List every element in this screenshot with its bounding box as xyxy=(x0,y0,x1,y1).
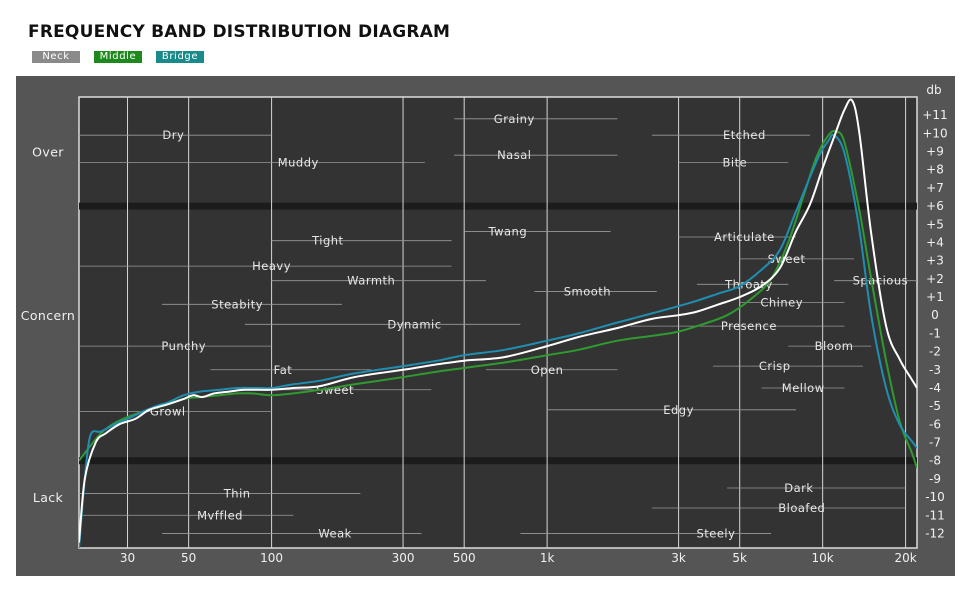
annotation-label: Chiney xyxy=(760,295,803,309)
y-tick-label: -2 xyxy=(929,345,941,359)
y-tick-label: +6 xyxy=(926,199,944,213)
annotation-label: Crisp xyxy=(759,359,791,373)
y-tick-label: -3 xyxy=(929,363,941,377)
x-tick-label: 1k xyxy=(540,551,555,565)
y-tick-label: -5 xyxy=(929,399,941,413)
y-tick-label: -6 xyxy=(929,417,941,431)
annotation-label: Steely xyxy=(696,526,735,540)
annotation-label: Mvffled xyxy=(197,508,243,522)
chart-title: FREQUENCY BAND DISTRIBUTION DIAGRAM xyxy=(28,22,451,42)
x-tick-label: 500 xyxy=(453,551,476,565)
annotation-label: Punchy xyxy=(161,339,206,353)
legend-neck: Neck xyxy=(32,51,80,63)
annotation-label: Bloom xyxy=(815,339,854,353)
y-tick-label: +11 xyxy=(922,108,947,122)
x-tick-label: 20k xyxy=(894,551,916,565)
y-tick-label: -12 xyxy=(925,526,945,540)
annotation-label: Fat xyxy=(274,363,293,377)
y-tick-label: -4 xyxy=(929,381,941,395)
annotation-label: Mellow xyxy=(782,381,825,395)
band-separator xyxy=(79,457,917,465)
y-tick-label: -10 xyxy=(925,490,945,504)
annotation-label: Tight xyxy=(311,234,343,248)
annotation-label: Nasal xyxy=(497,148,531,162)
chart-panel: Dry Muddy Grainy Nasal Etched Bite Tight Twang A… xyxy=(16,76,955,576)
annotation-label: Edgy xyxy=(663,403,694,417)
annotation-label: Presence xyxy=(721,319,777,333)
annotation-label: Open xyxy=(531,363,564,377)
annotation-label: Warmth xyxy=(347,274,395,288)
x-tick-label: 50 xyxy=(181,551,196,565)
y-tick-label: -1 xyxy=(929,326,941,340)
y-axis-label: db xyxy=(926,83,941,97)
annotation-label: Spacious xyxy=(853,274,908,288)
x-tick-label: 5k xyxy=(732,551,747,565)
y-tick-label: -11 xyxy=(925,508,945,522)
x-tick-label: 300 xyxy=(392,551,415,565)
legend-bridge: Bridge xyxy=(156,51,204,63)
legend-middle: Middle xyxy=(94,51,142,63)
annotation-label: Grainy xyxy=(494,112,535,126)
x-tick-label: 30 xyxy=(120,551,135,565)
band-separator xyxy=(79,202,917,210)
annotation-label: Dark xyxy=(784,481,813,495)
y-tick-label: +7 xyxy=(926,181,944,195)
y-tick-label: +3 xyxy=(926,254,944,268)
y-tick-label: -7 xyxy=(929,436,941,450)
y-tick-label: 0 xyxy=(931,308,939,322)
legend: Neck Middle Bridge xyxy=(32,51,204,63)
band-label: Lack xyxy=(33,490,64,505)
y-tick-label: +1 xyxy=(926,290,944,304)
x-tick-label: 100 xyxy=(260,551,283,565)
annotation-label: Dynamic xyxy=(387,317,441,331)
y-tick-label: +9 xyxy=(926,145,944,159)
annotation-label: Bite xyxy=(722,155,747,169)
y-tick-label: +5 xyxy=(926,217,944,231)
annotation-label: Heavy xyxy=(252,259,291,273)
plot-area xyxy=(78,96,918,549)
x-tick-label: 10k xyxy=(812,551,834,565)
annotation-label: Etched xyxy=(723,128,766,142)
annotation-label: Weak xyxy=(318,526,351,540)
annotation-label: Steabity xyxy=(211,297,263,311)
annotation-label: Muddy xyxy=(278,155,319,169)
series-line-neck xyxy=(79,98,917,543)
annotation-label: Twang xyxy=(487,225,527,239)
y-tick-label: +8 xyxy=(926,163,944,177)
annotation-label: Dry xyxy=(162,128,184,142)
band-label: Concern xyxy=(21,308,76,323)
annotation-label: Thin xyxy=(223,486,251,500)
annotation-label: Smooth xyxy=(564,285,611,299)
annotation-label: Bloafed xyxy=(778,501,825,515)
y-tick-label: -9 xyxy=(929,472,941,486)
y-tick-label: +4 xyxy=(926,235,944,249)
x-tick-label: 3k xyxy=(671,551,686,565)
annotation-label: Articulate xyxy=(714,230,775,244)
y-tick-label: -8 xyxy=(929,454,941,468)
frequency-chart: Dry Muddy Grainy Nasal Etched Bite Tight Twang A… xyxy=(21,83,948,565)
y-tick-label: +10 xyxy=(922,126,947,140)
y-tick-label: +2 xyxy=(926,272,944,286)
band-label: Over xyxy=(32,145,64,160)
